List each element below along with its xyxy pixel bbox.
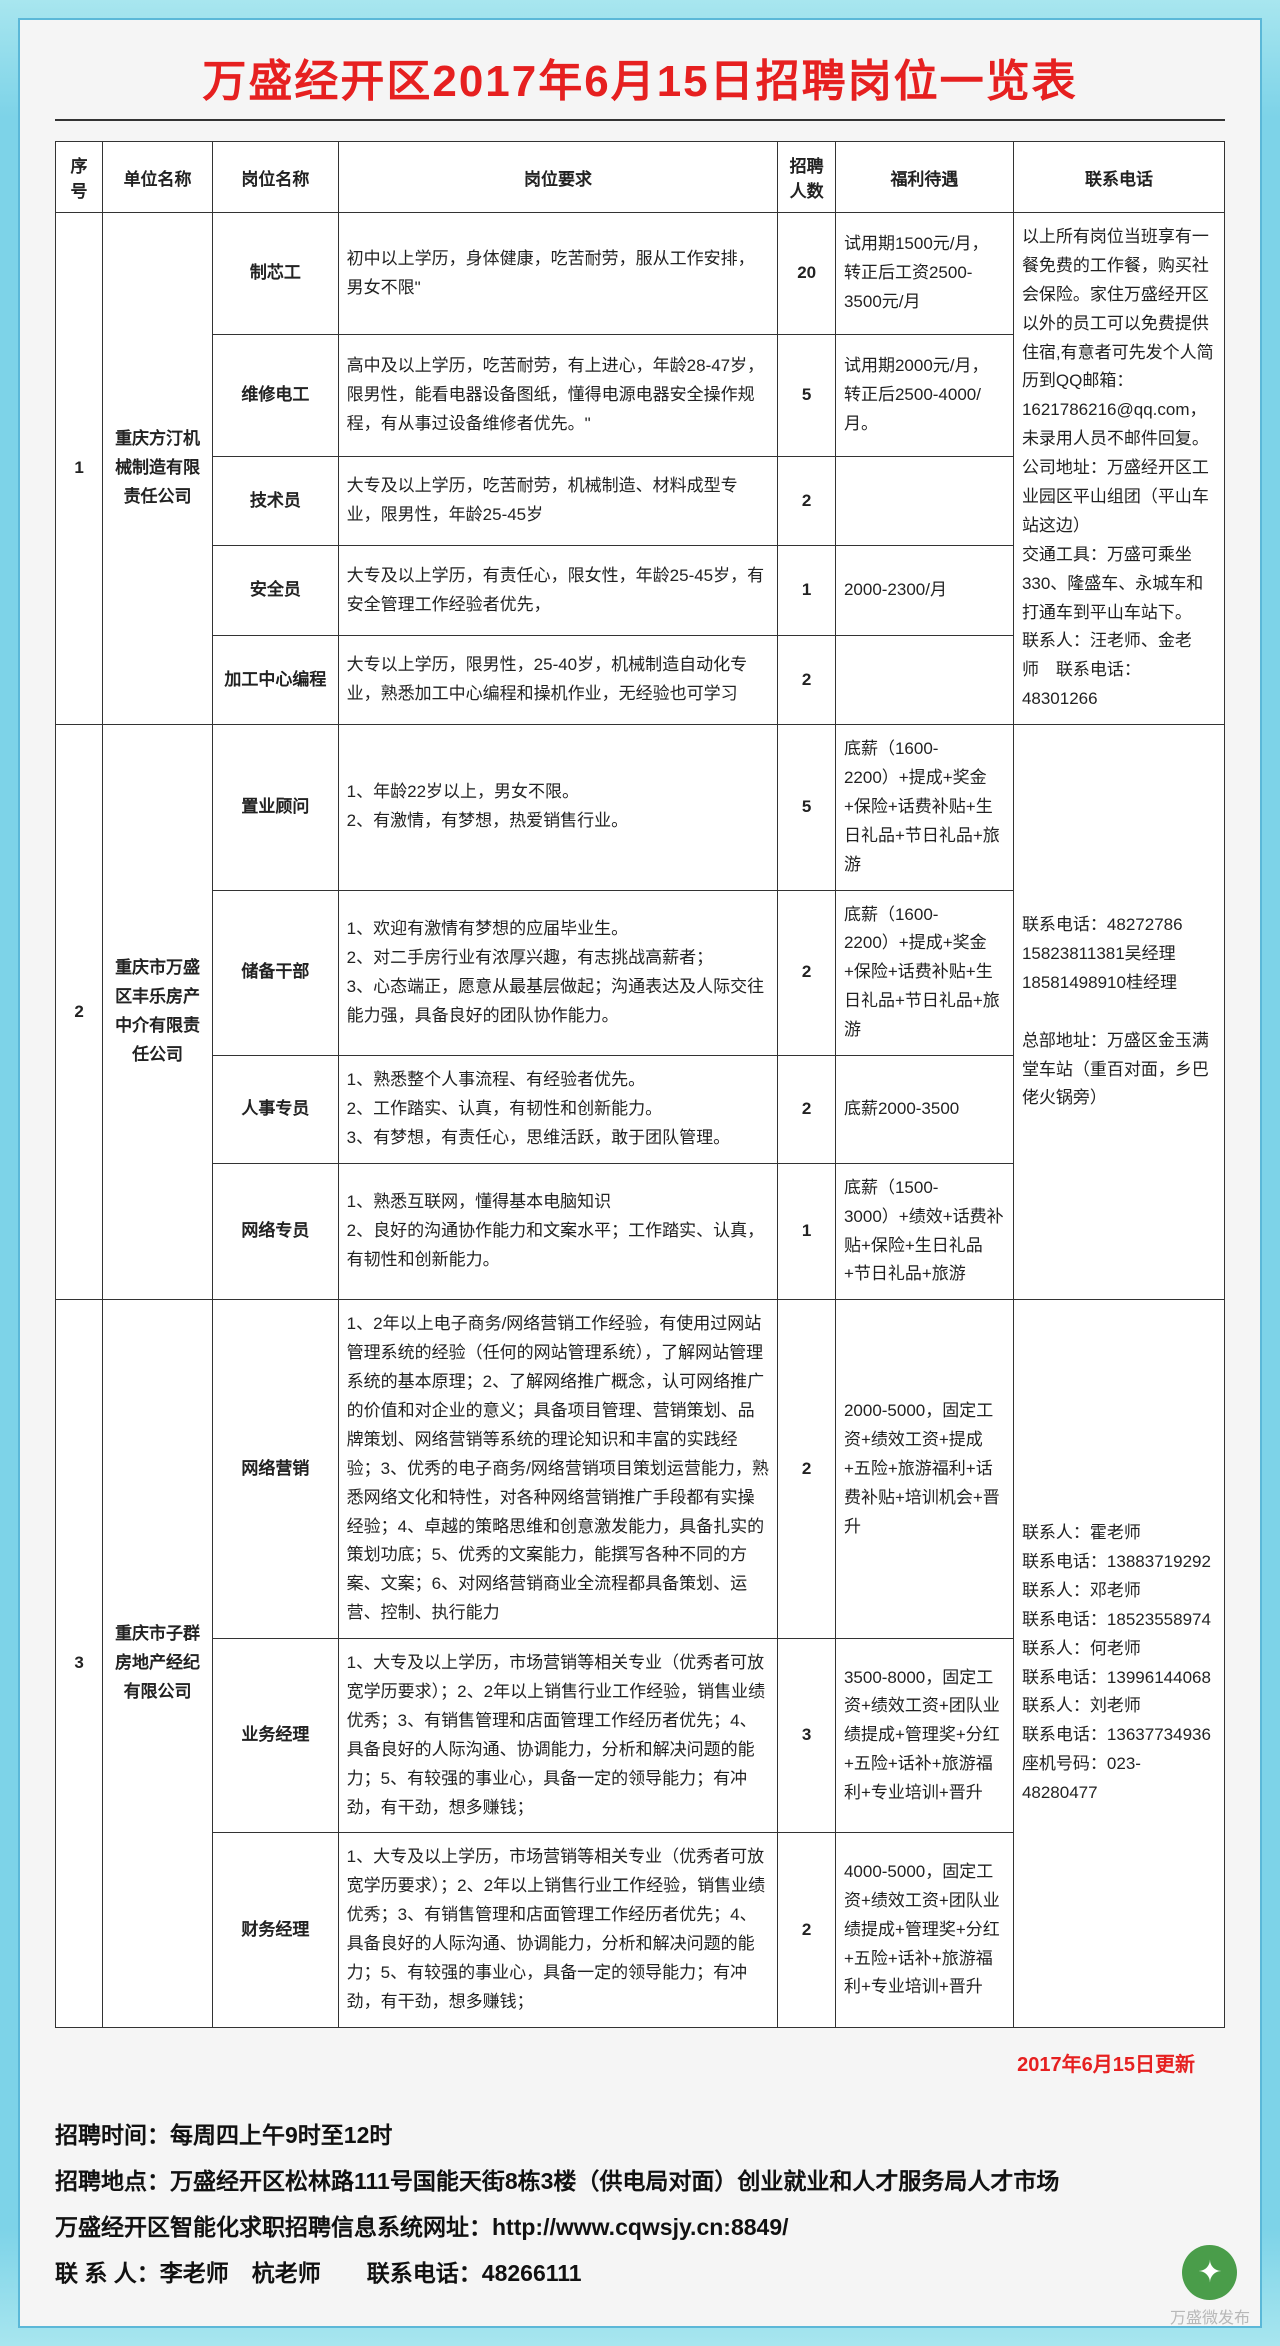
cell-position: 维修电工 [213,335,339,457]
header-contact: 联系电话 [1013,142,1224,213]
table-header-row: 序号 单位名称 岗位名称 岗位要求 招聘人数 福利待遇 联系电话 [56,142,1225,213]
table-row: 2重庆市万盛区丰乐房产中介有限责任公司置业顾问1、年龄22岁以上，男女不限。 2… [56,725,1225,890]
cell-requirements: 大专以上学历，限男性，25-40岁，机械制造自动化专业，熟悉加工中心编程和操机作… [338,635,778,724]
cell-benefit [835,457,1013,546]
cell-benefit: 2000-2300/月 [835,546,1013,635]
footer-line-1: 招聘时间：每周四上午9时至12时 [55,2112,1225,2158]
footer-line-3: 万盛经开区智能化求职招聘信息系统网址：http://www.cqwsjy.cn:… [55,2204,1225,2250]
cell-count: 2 [778,635,836,724]
cell-benefit: 3500-8000，固定工资+绩效工资+团队业绩提成+管理奖+分红+五险+话补+… [835,1639,1013,1833]
footer-info: 招聘时间：每周四上午9时至12时 招聘地点：万盛经开区松林路111号国能天街8栋… [55,2112,1225,2296]
table-row: 3重庆市子群房地产经纪有限公司网络营销1、2年以上电子商务/网络营销工作经验，有… [56,1300,1225,1639]
cell-benefit: 底薪2000-3500 [835,1056,1013,1164]
cell-count: 2 [778,1300,836,1639]
watermark: ✦ 万盛微发布 [1170,2245,1250,2328]
cell-contact: 以上所有岗位当班享有一餐免费的工作餐，购买社会保险。家住万盛经开区以外的员工可以… [1013,213,1224,725]
cell-requirements: 1、2年以上电子商务/网络营销工作经验，有使用过网站管理系统的经验（任何的网站管… [338,1300,778,1639]
cell-position: 网络营销 [213,1300,339,1639]
cell-contact: 联系电话：48272786 15823811381吴经理 18581498910… [1013,725,1224,1300]
cell-position: 加工中心编程 [213,635,339,724]
header-count: 招聘人数 [778,142,836,213]
cell-requirements: 1、大专及以上学历，市场营销等相关专业（优秀者可放宽学历要求）；2、2年以上销售… [338,1639,778,1833]
footer-line-2: 招聘地点：万盛经开区松林路111号国能天街8栋3楼（供电局对面）创业就业和人才服… [55,2158,1225,2204]
cell-contact: 联系人：霍老师 联系电话：13883719292 联系人：邓老师 联系电话：18… [1013,1300,1224,2027]
footer-line-4: 联 系 人：李老师 杭老师 联系电话：48266111 [55,2250,1225,2296]
header-position: 岗位名称 [213,142,339,213]
table-row: 1重庆方汀机械制造有限责任公司制芯工初中以上学历，身体健康，吃苦耐劳，服从工作安… [56,213,1225,335]
title-underline [55,119,1225,121]
cell-count: 5 [778,725,836,890]
cell-benefit: 底薪（1500-3000）+绩效+话费补贴+保险+生日礼品+节日礼品+旅游 [835,1163,1013,1300]
watermark-text: 万盛微发布 [1170,2304,1250,2328]
cell-count: 5 [778,335,836,457]
cell-position: 技术员 [213,457,339,546]
cell-count: 2 [778,890,836,1055]
cell-benefit [835,635,1013,724]
cell-benefit: 试用期1500元/月，转正后工资2500-3500元/月 [835,213,1013,335]
wechat-icon: ✦ [1182,2245,1237,2300]
cell-requirements: 大专及以上学历，吃苦耐劳，机械制造、材料成型专业，限男性，年龄25-45岁 [338,457,778,546]
cell-count: 1 [778,546,836,635]
cell-benefit: 4000-5000，固定工资+绩效工资+团队业绩提成+管理奖+分红+五险+话补+… [835,1833,1013,2027]
header-seq: 序号 [56,142,103,213]
cell-seq: 2 [56,725,103,1300]
cell-requirements: 大专及以上学历，有责任心，限女性，年龄25-45岁，有安全管理工作经验者优先， [338,546,778,635]
cell-position: 储备干部 [213,890,339,1055]
cell-seq: 3 [56,1300,103,2027]
cell-count: 20 [778,213,836,335]
cell-count: 2 [778,1833,836,2027]
page-title: 万盛经开区2017年6月15日招聘岗位一览表 [55,45,1225,109]
job-table: 序号 单位名称 岗位名称 岗位要求 招聘人数 福利待遇 联系电话 1重庆方汀机械… [55,141,1225,2028]
header-requirements: 岗位要求 [338,142,778,213]
cell-benefit: 底薪（1600-2200）+提成+奖金+保险+话费补贴+生日礼品+节日礼品+旅游 [835,890,1013,1055]
cell-count: 2 [778,457,836,546]
cell-company: 重庆市万盛区丰乐房产中介有限责任公司 [103,725,213,1300]
cell-position: 制芯工 [213,213,339,335]
outer-frame: 万盛经开区2017年6月15日招聘岗位一览表 序号 单位名称 岗位名称 岗位要求… [0,0,1280,2346]
cell-seq: 1 [56,213,103,725]
table-body: 1重庆方汀机械制造有限责任公司制芯工初中以上学历，身体健康，吃苦耐劳，服从工作安… [56,213,1225,2028]
cell-requirements: 初中以上学历，身体健康，吃苦耐劳，服从工作安排，男女不限" [338,213,778,335]
cell-count: 3 [778,1639,836,1833]
cell-benefit: 2000-5000，固定工资+绩效工资+提成+五险+旅游福利+话费补贴+培训机会… [835,1300,1013,1639]
cell-position: 置业顾问 [213,725,339,890]
cell-benefit: 底薪（1600-2200）+提成+奖金+保险+话费补贴+生日礼品+节日礼品+旅游 [835,725,1013,890]
cell-count: 2 [778,1056,836,1164]
inner-panel: 万盛经开区2017年6月15日招聘岗位一览表 序号 单位名称 岗位名称 岗位要求… [18,18,1262,2328]
cell-requirements: 1、大专及以上学历，市场营销等相关专业（优秀者可放宽学历要求）；2、2年以上销售… [338,1833,778,2027]
cell-requirements: 1、年龄22岁以上，男女不限。 2、有激情，有梦想，热爱销售行业。 [338,725,778,890]
cell-benefit: 试用期2000元/月，转正后2500-4000/月。 [835,335,1013,457]
header-company: 单位名称 [103,142,213,213]
cell-requirements: 1、欢迎有激情有梦想的应届毕业生。 2、对二手房行业有浓厚兴趣，有志挑战高薪者；… [338,890,778,1055]
cell-requirements: 1、熟悉整个人事流程、有经验者优先。 2、工作踏实、认真，有韧性和创新能力。 3… [338,1056,778,1164]
cell-company: 重庆方汀机械制造有限责任公司 [103,213,213,725]
cell-company: 重庆市子群房地产经纪有限公司 [103,1300,213,2027]
update-note: 2017年6月15日更新 [55,2048,1195,2077]
cell-position: 财务经理 [213,1833,339,2027]
cell-requirements: 1、熟悉互联网，懂得基本电脑知识 2、良好的沟通协作能力和文案水平；工作踏实、认… [338,1163,778,1300]
cell-position: 人事专员 [213,1056,339,1164]
cell-requirements: 高中及以上学历，吃苦耐劳，有上进心，年龄28-47岁，限男性，能看电器设备图纸，… [338,335,778,457]
cell-count: 1 [778,1163,836,1300]
cell-position: 网络专员 [213,1163,339,1300]
cell-position: 安全员 [213,546,339,635]
header-benefits: 福利待遇 [835,142,1013,213]
cell-position: 业务经理 [213,1639,339,1833]
